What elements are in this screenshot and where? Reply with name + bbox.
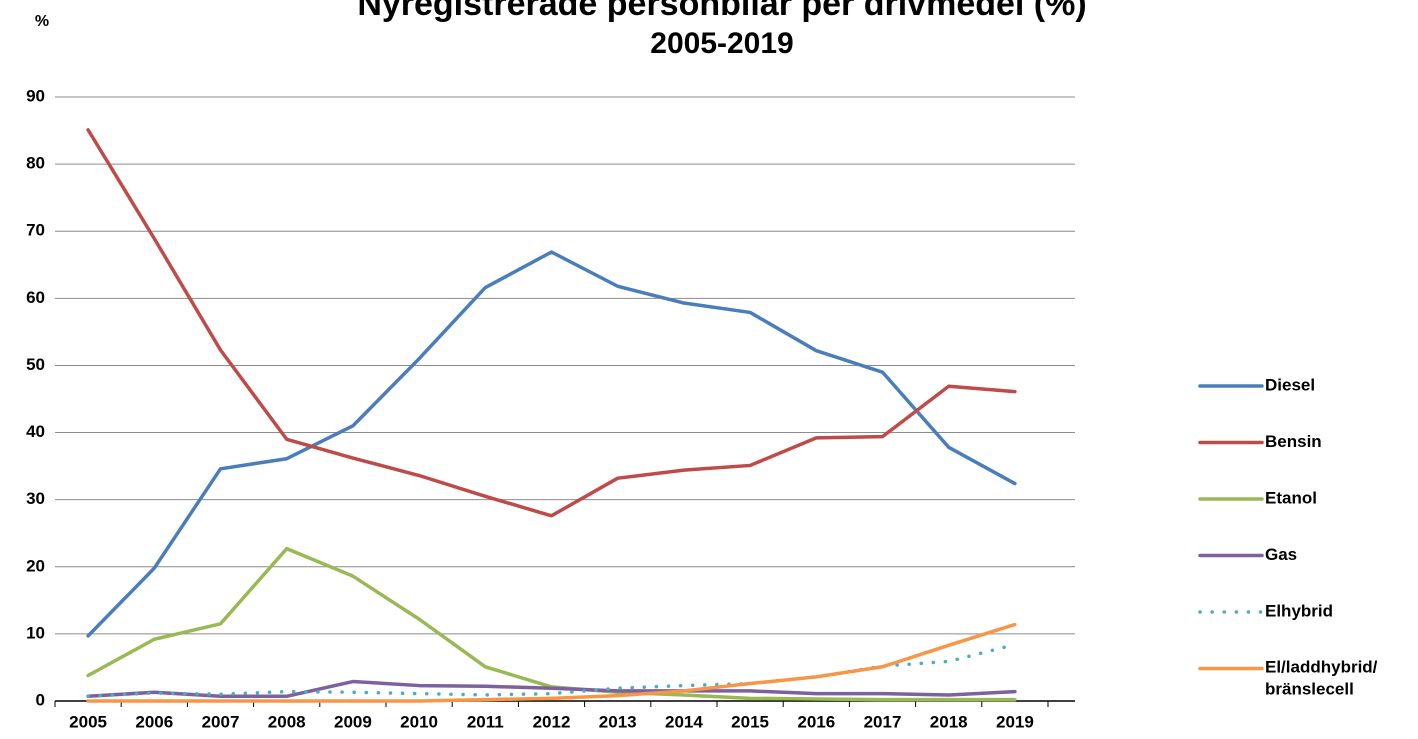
x-tick-label: 2017 <box>864 712 902 731</box>
x-tick-label: 2005 <box>69 712 107 731</box>
x-tick-label: 2014 <box>665 712 703 731</box>
y-axis-label: % <box>35 13 49 30</box>
x-tick-label: 2006 <box>135 712 173 731</box>
x-tick-label: 2019 <box>996 712 1034 731</box>
series-line <box>86 622 1017 703</box>
legend-label: Gas <box>1265 545 1297 564</box>
series-line <box>86 546 1017 702</box>
x-tick-label: 2016 <box>797 712 835 731</box>
y-tick-label: 60 <box>26 288 45 307</box>
y-tick-label: 30 <box>26 489 45 508</box>
series-line <box>86 250 1017 638</box>
x-tick-label: 2012 <box>533 712 571 731</box>
y-tick-label: 40 <box>26 422 45 441</box>
legend-label: El/laddhybrid/bränslecell <box>1265 658 1378 699</box>
y-tick-label: 70 <box>26 221 45 240</box>
y-tick-label: 90 <box>26 86 45 105</box>
x-tick-label: 2018 <box>930 712 968 731</box>
x-tick-label: 2011 <box>467 712 504 731</box>
y-tick-label: 50 <box>26 355 45 374</box>
chart-subtitle: 2005-2019 <box>650 27 793 60</box>
chart-title: Nyregistrerade personbilar per drivmedel… <box>357 0 1086 23</box>
x-tick-label: 2007 <box>202 712 240 731</box>
series-line <box>86 128 1017 518</box>
y-tick-label: 0 <box>36 690 45 709</box>
x-tick-label: 2010 <box>400 712 438 731</box>
y-tick-label: 20 <box>26 556 45 575</box>
x-tick-label: 2009 <box>334 712 372 731</box>
series-line <box>86 679 1017 699</box>
y-tick-label: 10 <box>26 623 45 642</box>
legend-label: Etanol <box>1265 488 1317 507</box>
x-tick-label: 2013 <box>599 712 637 731</box>
x-tick-label: 2015 <box>731 712 769 731</box>
x-tick-label: 2008 <box>268 712 306 731</box>
y-tick-label: 80 <box>26 154 45 173</box>
legend-label: Elhybrid <box>1265 601 1333 620</box>
legend-label: Diesel <box>1265 375 1315 394</box>
legend-label: Bensin <box>1265 432 1322 451</box>
